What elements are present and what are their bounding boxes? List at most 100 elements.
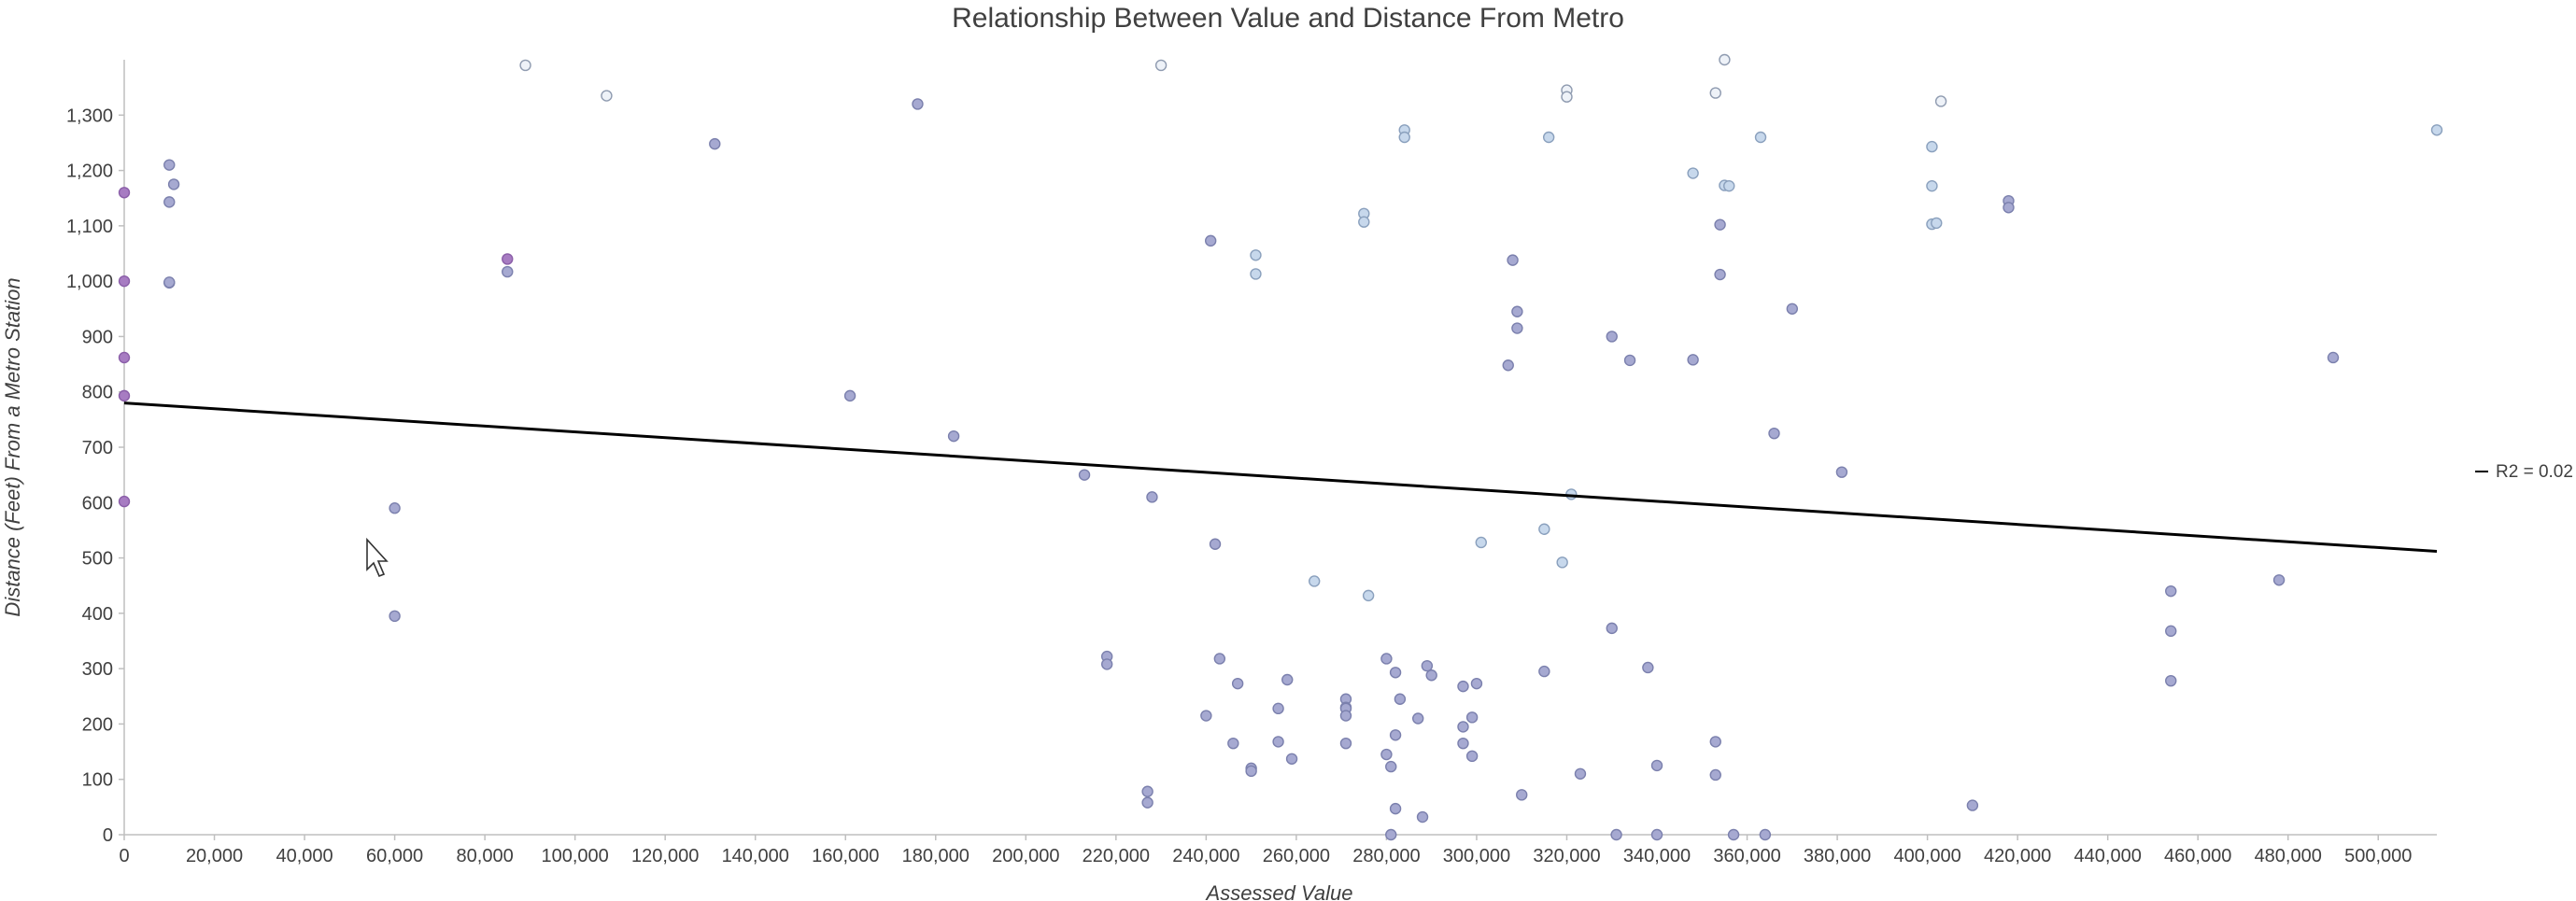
axes (123, 60, 2437, 836)
data-point (1768, 427, 1780, 440)
data-point (1285, 753, 1298, 765)
data-point (1511, 322, 1523, 334)
data-point (1421, 659, 1434, 672)
y-tick-label: 800 (82, 383, 113, 403)
y-tick-label: 600 (82, 493, 113, 514)
data-point (1934, 95, 1947, 107)
data-point (163, 276, 176, 289)
data-point (1727, 828, 1740, 841)
x-tick-label: 280,000 (1352, 846, 1420, 866)
data-point (1542, 131, 1555, 144)
data-point (1389, 729, 1402, 741)
x-tick-label: 420,000 (1984, 846, 2051, 866)
data-point (1754, 131, 1767, 144)
data-point (709, 137, 721, 150)
data-point (519, 59, 531, 72)
x-tick-label: 180,000 (902, 846, 970, 866)
y-tick-label: 400 (82, 604, 113, 625)
data-point (1759, 828, 1772, 841)
trendline (123, 401, 2438, 553)
data-point (1416, 810, 1429, 824)
data-point (1457, 680, 1469, 693)
y-tick-label: 900 (82, 327, 113, 347)
data-point (2430, 124, 2443, 136)
data-point (1272, 736, 1284, 748)
y-tick-label: 300 (82, 659, 113, 680)
data-point (912, 98, 924, 110)
x-tick-label: 80,000 (457, 846, 514, 866)
data-point (1154, 59, 1168, 72)
data-point (1281, 673, 1294, 686)
data-point (1926, 179, 1938, 192)
data-point (2327, 351, 2340, 364)
data-point (1231, 677, 1244, 690)
data-point (1556, 556, 1568, 569)
data-point (1425, 669, 1437, 682)
data-point (1502, 359, 1514, 372)
data-point (1380, 748, 1393, 761)
data-point (1687, 167, 1699, 179)
x-tick-label: 300,000 (1443, 846, 1510, 866)
x-tick-label: 140,000 (722, 846, 789, 866)
data-point (1516, 789, 1528, 801)
data-point (1926, 140, 1938, 153)
data-point (1272, 702, 1284, 715)
y-tick-label: 200 (82, 714, 113, 735)
y-ticks: 0 100 200 300 400 500 600 700 800 900 1,000 1,100 1,… (66, 106, 124, 846)
data-point (1457, 737, 1469, 750)
data-point (118, 495, 131, 508)
x-tick-label: 60,000 (366, 846, 423, 866)
mouse-cursor-icon (366, 537, 389, 578)
data-point (389, 610, 401, 623)
data-point (1709, 87, 1721, 99)
data-point (502, 265, 514, 278)
data-point (1398, 131, 1410, 144)
data-point (1250, 268, 1262, 280)
data-point (1141, 796, 1154, 809)
data-point (118, 275, 131, 288)
data-point (1538, 523, 1550, 535)
data-point (1227, 737, 1239, 750)
data-point (1606, 331, 1618, 343)
x-tick-label: 400,000 (1893, 846, 1960, 866)
data-point (1250, 249, 1262, 261)
data-point (1308, 575, 1321, 587)
y-tick-label: 1,200 (66, 162, 113, 182)
data-point (1511, 305, 1523, 317)
data-point (1507, 254, 1519, 266)
chart-title: Relationship Between Value and Distance … (952, 3, 1624, 34)
y-tick-label: 1,300 (66, 106, 113, 126)
data-point (1714, 218, 1726, 231)
data-point (1687, 354, 1699, 366)
data-point (502, 253, 514, 265)
y-axis-title: Distance (Feet) From a Metro Station (1, 277, 24, 616)
data-point (1538, 665, 1550, 678)
data-point (1642, 661, 1654, 674)
data-point (2165, 625, 2177, 638)
data-point (1475, 536, 1487, 549)
data-point (1610, 828, 1622, 841)
data-point (1714, 268, 1726, 281)
data-point (1339, 710, 1352, 722)
data-point (118, 351, 131, 364)
x-axis-title: Assessed Value (1205, 881, 1353, 901)
x-tick-label: 120,000 (631, 846, 699, 866)
x-tick-label: 440,000 (2074, 846, 2142, 866)
y-tick-label: 1,000 (66, 272, 113, 292)
data-point (1465, 711, 1479, 724)
data-point (1200, 710, 1212, 722)
data-point (163, 159, 176, 171)
data-point (1786, 303, 1799, 315)
data-point (1457, 721, 1469, 733)
data-point (1389, 667, 1402, 679)
x-tick-label: 40,000 (276, 846, 333, 866)
x-tick-label: 460,000 (2164, 846, 2231, 866)
data-point (1389, 802, 1402, 815)
y-tick-label: 500 (82, 549, 113, 570)
data-point (601, 90, 613, 102)
data-point (843, 389, 856, 402)
data-point (1245, 765, 1257, 778)
data-point (1966, 799, 1979, 811)
data-point (1385, 760, 1397, 773)
